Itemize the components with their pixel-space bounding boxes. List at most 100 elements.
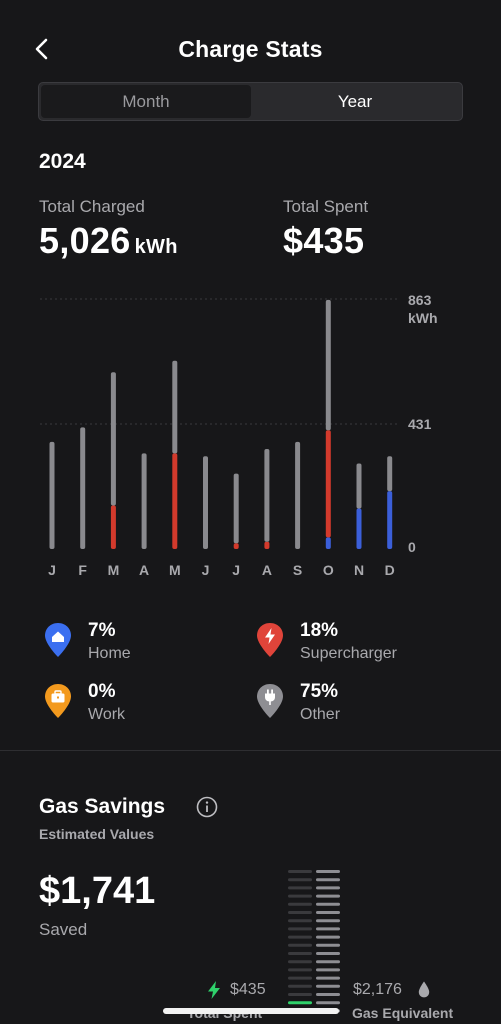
gauge-spent-tick [288, 943, 312, 947]
gauge-spent-tick [288, 870, 312, 873]
home-icon [45, 623, 71, 657]
x-tick-label: D [385, 562, 395, 578]
bar-other-4[interactable] [172, 360, 178, 454]
bar-supercharger-2[interactable] [110, 505, 116, 549]
gas-savings-subtitle: Estimated Values [39, 826, 155, 842]
bar-other-7[interactable] [264, 449, 270, 542]
x-tick-label: O [323, 562, 334, 578]
x-tick-label: A [139, 562, 149, 578]
header: Charge Stats [0, 30, 501, 70]
bar-other-8[interactable] [295, 441, 301, 549]
total-spent-value: $435 [283, 220, 365, 261]
bar-supercharger-4[interactable] [172, 453, 178, 549]
period-segmented-control: Month Year [38, 82, 463, 121]
legend-home-pct: 7% [88, 620, 116, 641]
bolt-icon [208, 981, 220, 999]
gauge-gas-tick [316, 993, 340, 996]
legend-other[interactable]: 75% Other [256, 681, 456, 731]
gauge-gas-tick [316, 894, 340, 898]
gauge-gas-tick [316, 935, 340, 939]
bar-other-9[interactable] [325, 299, 331, 431]
home-indicator[interactable] [163, 1008, 339, 1014]
total-charged-number: 5,026 [39, 220, 131, 261]
gauge-gas-tick [316, 911, 340, 914]
gauge-spent-value: $435 [230, 981, 266, 998]
bar-other-1[interactable] [80, 427, 86, 549]
briefcase-icon [45, 684, 71, 718]
section-divider [0, 750, 501, 751]
gauge-spent-tick [288, 902, 312, 906]
x-tick-label: M [108, 562, 120, 578]
fuel-drop-icon [418, 981, 430, 998]
tab-month[interactable]: Month [41, 85, 251, 118]
gauge-spent-tick [288, 878, 312, 882]
gauge-spent-tick [288, 968, 312, 972]
period-year: 2024 [39, 150, 86, 173]
y-tick-max: 863 kWh [408, 292, 438, 326]
x-tick-label: N [354, 562, 364, 578]
gauge-gas-tick [316, 878, 340, 882]
bar-other-6[interactable] [233, 473, 239, 544]
gauge-spent-tick [288, 960, 312, 964]
saved-value: $1,741 [39, 870, 156, 912]
monthly-charge-chart: J F M A M J J A S O N D 863 kWh 431 0 [0, 285, 501, 585]
total-spent-label: Total Spent [283, 197, 369, 216]
info-icon[interactable] [196, 796, 218, 818]
gauge-gas-tick [316, 870, 340, 873]
bar-home-10[interactable] [356, 508, 362, 549]
bar-other-11[interactable] [387, 456, 393, 492]
x-tick-label: J [202, 562, 210, 578]
bar-other-3[interactable] [141, 453, 147, 549]
legend-home-name: Home [88, 645, 131, 662]
total-charged-value: 5,026 kWh [39, 220, 178, 262]
back-chevron-icon[interactable] [28, 34, 58, 64]
gauge-gas-label: Gas Equivalent [352, 1005, 454, 1021]
bar-home-11[interactable] [387, 491, 393, 549]
gauge-gas-tick [316, 976, 340, 980]
tab-year[interactable]: Year [337, 92, 373, 111]
legend-supercharger[interactable]: 18% Supercharger [256, 620, 456, 670]
gauge-gas-value: $2,176 [353, 981, 402, 998]
legend-work[interactable]: 0% Work [44, 681, 244, 731]
bolt-icon [257, 623, 283, 657]
bar-other-5[interactable] [203, 456, 208, 549]
gauge-spent-tick [288, 894, 312, 898]
bar-supercharger-6[interactable] [233, 543, 239, 549]
gauge-gas-tick [316, 984, 340, 988]
legend-home[interactable]: 7% Home [44, 620, 244, 670]
gauge-gas-tick [316, 943, 340, 947]
bar-supercharger-7[interactable] [264, 541, 270, 549]
total-charged-label: Total Charged [39, 197, 145, 216]
gauge-spent-tick [288, 976, 312, 980]
gas-savings-title: Gas Savings [39, 795, 166, 818]
gauge-gas-tick [316, 960, 340, 964]
gauge-spent-tick [288, 919, 312, 923]
gauge-spent-tick [288, 952, 312, 955]
total-charged-unit: kWh [134, 236, 178, 258]
gauge-spent-tick [288, 984, 312, 988]
gauge-gas-tick [316, 968, 340, 972]
saved-label: Saved [39, 920, 88, 939]
bar-home-9[interactable] [325, 537, 331, 549]
gauge-spent-tick [288, 935, 312, 939]
gauge-gas-tick [316, 927, 340, 931]
gauge-gas-tick [316, 902, 340, 906]
gauge-gas-tick [316, 952, 340, 955]
spent-vs-gas-gauge [288, 870, 340, 1013]
bar-other-10[interactable] [356, 463, 362, 509]
bar-supercharger-9[interactable] [325, 430, 331, 538]
y-tick-mid: 431 [408, 416, 432, 432]
x-tick-label: S [293, 562, 302, 578]
gauge-spent-tick [288, 886, 312, 890]
bar-other-2[interactable] [110, 372, 116, 506]
x-tick-label: J [48, 562, 56, 578]
gauge-gas-tick [316, 886, 340, 890]
gauge-spent-tick [288, 993, 312, 996]
bar-other-0[interactable] [49, 441, 55, 549]
gauge-spent-tick [288, 927, 312, 931]
gauge-gas-tick [316, 1001, 340, 1005]
legend-work-name: Work [88, 706, 126, 723]
legend-supercharger-name: Supercharger [300, 645, 397, 662]
y-tick-zero: 0 [408, 539, 416, 555]
